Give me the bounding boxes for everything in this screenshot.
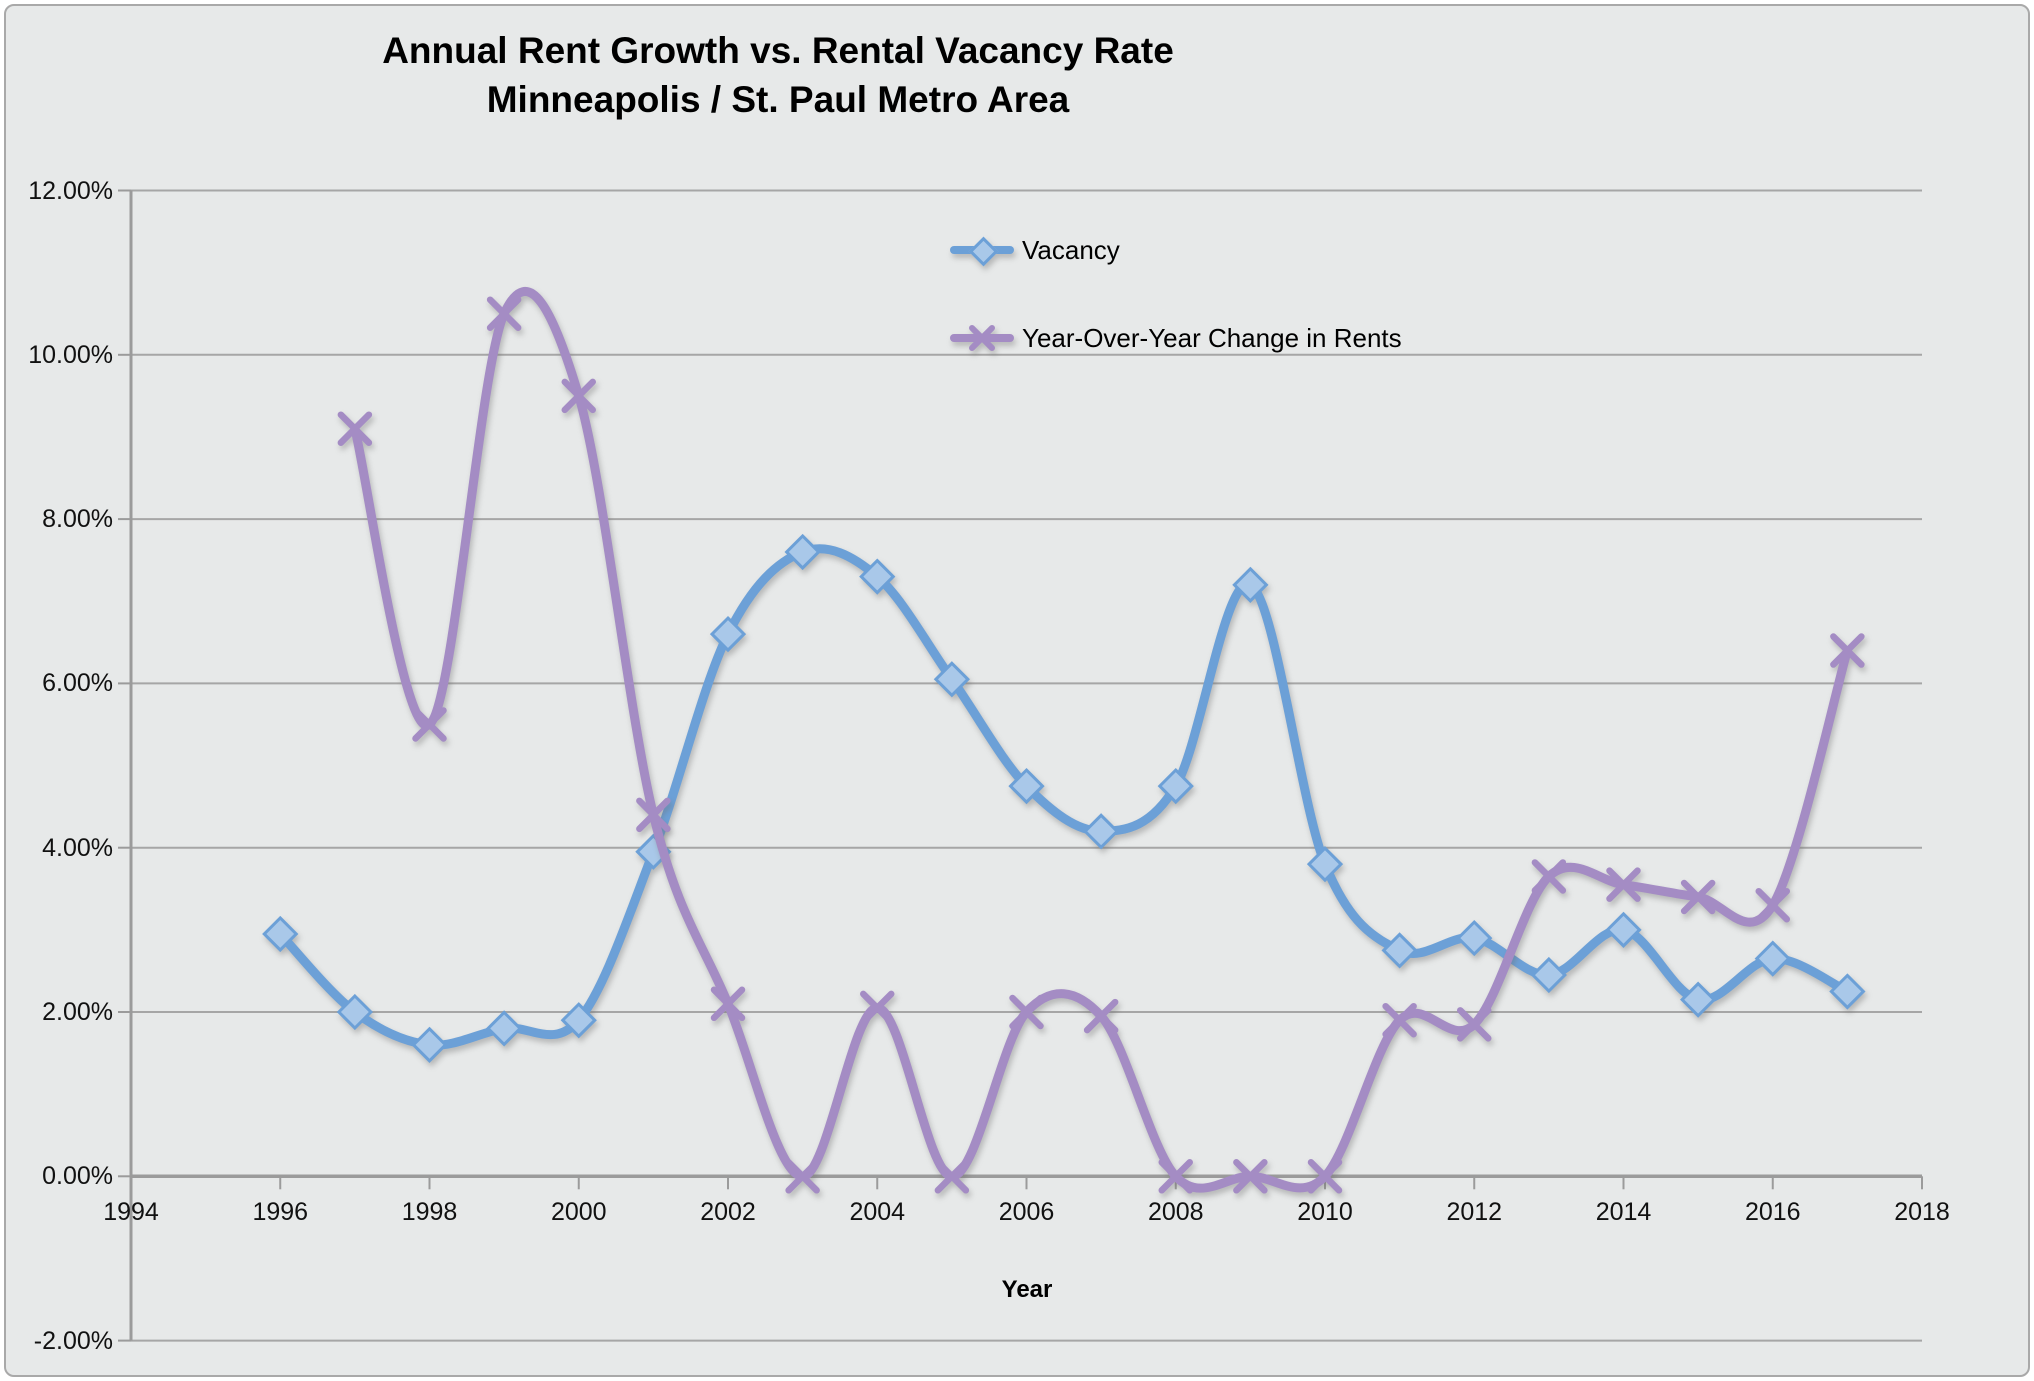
x-marker-icon — [969, 325, 995, 351]
rents-marker-2016 — [1755, 887, 1790, 923]
x-axis-tick-label: 2010 — [1297, 1198, 1353, 1226]
vacancy-marker-2006 — [1008, 767, 1045, 805]
rents-marker-2014 — [1606, 867, 1641, 902]
y-axis-tick-label: 0.00% — [42, 1162, 113, 1191]
rents-marker-2008 — [1158, 1159, 1193, 1194]
vacancy-marker-1998 — [411, 1026, 448, 1063]
y-axis-tick-label: 10.00% — [28, 340, 113, 369]
rents-marker-2013 — [1531, 859, 1567, 894]
x-axis-tick-label: 1996 — [252, 1198, 309, 1226]
rents-marker-2017 — [1830, 633, 1865, 668]
vacancy-marker-2011 — [1381, 932, 1418, 969]
y-axis-tick-label: 4.00% — [42, 833, 113, 862]
rents-series-line — [350, 287, 1852, 1193]
chart-title-line2: Minneapolis / St. Paul Metro Area — [486, 79, 1070, 120]
x-axis-tick-label: 2012 — [1446, 1198, 1503, 1226]
rents-marker-2001 — [636, 797, 671, 833]
x-axis-tick-label: 2014 — [1595, 1198, 1652, 1226]
chart-title: Annual Rent Growth vs. Rental Vacancy Ra… — [0, 26, 1556, 124]
vacancy-series — [262, 533, 1866, 1063]
chart-frame — [4, 4, 2030, 1377]
vacancy-marker-2008 — [1157, 767, 1194, 805]
vacancy-marker-2000 — [560, 1002, 597, 1039]
vacancy-marker-2009 — [1232, 566, 1269, 603]
legend-label-vacancy: Vacancy — [1022, 234, 1120, 265]
x-axis-tick-label: 1994 — [103, 1198, 159, 1226]
rents-marker-2011 — [1382, 1002, 1417, 1038]
rents-marker-2007 — [1083, 998, 1119, 1034]
rents-marker-1998 — [412, 707, 447, 742]
x-axis-tick-label: 2000 — [550, 1198, 607, 1226]
vacancy-marker-2014 — [1605, 911, 1642, 948]
diamond-marker-icon — [968, 236, 999, 267]
rents-marker-2010 — [1307, 1159, 1343, 1194]
y-axis-tick-label: 2.00% — [42, 998, 113, 1026]
vacancy-marker-1997 — [336, 993, 373, 1031]
rents-marker-2000 — [561, 378, 596, 414]
vacancy-marker-2017 — [1829, 973, 1866, 1010]
y-axis-tick-label: 6.00% — [42, 669, 113, 698]
vacancy-marker-2016 — [1754, 940, 1791, 977]
y-axis-tick-label: -2.00% — [33, 1326, 113, 1355]
vacancy-marker-1996 — [262, 915, 299, 953]
rents-marker-2015 — [1680, 879, 1716, 915]
rents-marker-2003 — [785, 1159, 820, 1194]
x-axis-tick-label: 2002 — [700, 1198, 756, 1226]
vacancy-marker-2003 — [784, 533, 821, 571]
y-axis-tick-label: 8.00% — [42, 505, 113, 534]
vacancy-marker-2013 — [1530, 956, 1568, 994]
rents-marker-2005 — [934, 1159, 970, 1194]
x-axis-tick-label: 2004 — [849, 1198, 906, 1226]
y-axis-tick-label: 12.00% — [28, 176, 113, 205]
vacancy-marker-2012 — [1456, 919, 1493, 957]
vacancy-marker-2005 — [933, 661, 970, 698]
rents-legend-sample — [950, 318, 1014, 358]
vacancy-legend-sample — [950, 230, 1014, 270]
legend-label-rents: Year-Over-Year Change in Rents — [1022, 322, 1402, 353]
x-axis-tick-label: 2016 — [1744, 1198, 1801, 1226]
vacancy-marker-2004 — [859, 558, 896, 595]
x-axis-tick-label: 1998 — [401, 1198, 458, 1226]
vacancy-marker-2002 — [709, 615, 747, 653]
vacancy-marker-2015 — [1680, 981, 1717, 1018]
rents-marker-2002 — [710, 986, 746, 1022]
x-axis-tick-label: 2008 — [1147, 1198, 1204, 1226]
vacancy-marker-2007 — [1083, 813, 1120, 850]
vacancy-series-line — [275, 544, 1852, 1050]
legend-item-vacancy: Vacancy — [950, 228, 1120, 272]
rents-series — [337, 287, 1865, 1194]
rents-marker-1997 — [337, 411, 373, 446]
chart-title-line1: Annual Rent Growth vs. Rental Vacancy Ra… — [382, 30, 1174, 71]
legend-item-rents: Year-Over-Year Change in Rents — [950, 316, 1402, 360]
x-axis-tick-label: 2018 — [1894, 1198, 1950, 1226]
rents-marker-2012 — [1457, 1007, 1492, 1042]
rents-marker-2009 — [1233, 1159, 1268, 1194]
rents-marker-1999 — [486, 296, 522, 331]
vacancy-marker-1999 — [486, 1010, 523, 1047]
x-axis-title: Year — [1001, 1276, 1053, 1303]
vacancy-marker-2010 — [1306, 846, 1344, 883]
x-axis-tick-label: 2006 — [998, 1198, 1055, 1226]
rents-marker-2004 — [860, 990, 895, 1026]
rents-marker-2006 — [1009, 994, 1044, 1030]
